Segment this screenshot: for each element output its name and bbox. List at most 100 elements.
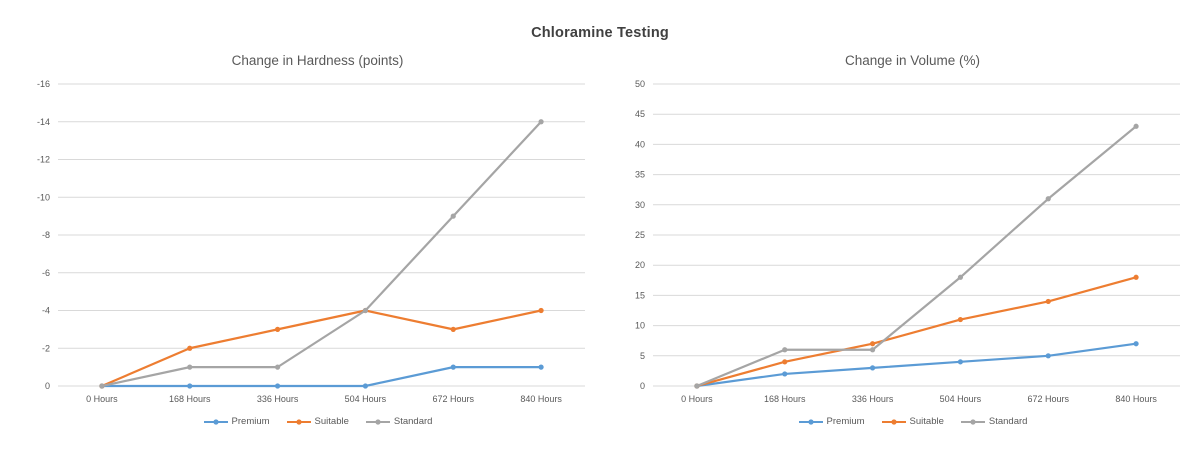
svg-text:30: 30: [635, 200, 645, 210]
legend-marker-suitable-icon: [881, 418, 906, 425]
series-line-standard: [694, 123, 1139, 389]
data-point-premium: [957, 359, 964, 365]
data-point-standard: [274, 364, 281, 370]
chart-hardness: Change in Hardness (points) 0 -2 -4 -6 -8 -10…: [10, 53, 595, 427]
svg-text:336 Hours: 336 Hours: [257, 394, 299, 404]
legend-item-standard: Standard: [365, 416, 433, 427]
legend-label-standard: Standard: [393, 416, 433, 427]
data-point-standard: [450, 213, 456, 219]
data-point-standard: [782, 347, 788, 353]
data-point-suitable: [1133, 274, 1139, 280]
data-point-suitable: [274, 326, 281, 332]
svg-text:0: 0: [640, 381, 645, 391]
data-point-suitable: [1045, 298, 1051, 305]
data-point-standard: [1045, 196, 1051, 202]
svg-text:-6: -6: [42, 268, 50, 278]
legend-marker-premium-icon: [798, 418, 823, 425]
data-point-standard: [187, 364, 193, 370]
svg-text:20: 20: [635, 260, 645, 270]
series-line-standard: [99, 119, 544, 389]
data-point-premium: [782, 371, 788, 377]
data-point-premium: [362, 383, 369, 389]
svg-text:0: 0: [45, 381, 50, 391]
data-point-premium: [1045, 353, 1051, 359]
page-title: Chloramine Testing: [531, 25, 669, 41]
legend-marker-premium-icon: [203, 418, 228, 425]
svg-text:168 Hours: 168 Hours: [764, 394, 806, 404]
svg-text:50: 50: [635, 79, 645, 89]
svg-text:336 Hours: 336 Hours: [852, 394, 894, 404]
svg-text:-4: -4: [42, 306, 50, 316]
data-point-premium: [450, 364, 456, 370]
svg-text:25: 25: [635, 230, 645, 240]
svg-text:10: 10: [635, 321, 645, 331]
svg-text:45: 45: [635, 109, 645, 119]
legend-label-premium: Premium: [826, 416, 865, 427]
data-point-suitable: [782, 359, 788, 365]
svg-text:35: 35: [635, 170, 645, 180]
data-point-premium: [1133, 341, 1139, 347]
data-point-standard: [99, 383, 105, 389]
svg-text:-10: -10: [37, 192, 50, 202]
data-point-suitable: [187, 345, 193, 351]
data-point-standard: [869, 347, 876, 353]
svg-text:840 Hours: 840 Hours: [1115, 394, 1157, 404]
data-point-suitable: [957, 316, 964, 323]
chart-canvas-hardness: 0 -2 -4 -6 -8 -10 -12 -14 -16 0 Hours 168 Hours 336…: [37, 79, 585, 404]
chart-title-hardness: Change in Hardness (points): [231, 53, 404, 68]
svg-text:504 Hours: 504 Hours: [345, 394, 387, 404]
chart-canvas-volume: 0 5 10 15 20 25 30 35 40 45 50 0 Hours 168 Hours 336 …: [635, 79, 1180, 404]
legend-item-premium: Premium: [203, 416, 270, 427]
data-point-suitable: [450, 326, 456, 332]
data-point-standard: [1133, 123, 1139, 129]
svg-text:840 Hours: 840 Hours: [520, 394, 562, 404]
svg-text:-14: -14: [37, 117, 50, 127]
y-tick-labels: 0 5 10 15 20 25 30 35 40 45 50: [635, 79, 645, 391]
svg-text:0 Hours: 0 Hours: [681, 394, 713, 404]
legend-label-suitable: Suitable: [314, 416, 349, 427]
data-point-premium: [274, 383, 281, 389]
chart-volume: Change in Volume (%) 0 5 10 15 20 25 30 35 40 45 5…: [605, 53, 1190, 427]
data-point-standard: [957, 274, 964, 280]
legend-label-premium: Premium: [231, 416, 270, 427]
data-point-suitable: [538, 307, 544, 314]
data-point-standard: [694, 383, 700, 389]
y-gridlines: [58, 83, 585, 387]
legend-item-suitable: Suitable: [881, 416, 944, 427]
legend-marker-suitable-icon: [286, 418, 311, 425]
svg-text:504 Hours: 504 Hours: [940, 394, 982, 404]
svg-text:-12: -12: [37, 155, 50, 165]
svg-text:15: 15: [635, 290, 645, 300]
legend-label-suitable: Suitable: [909, 416, 944, 427]
svg-text:40: 40: [635, 139, 645, 149]
legend-item-suitable: Suitable: [286, 416, 349, 427]
charts-row: Change in Hardness (points) 0 -2 -4 -6 -8 -10…: [0, 53, 1200, 427]
svg-text:672 Hours: 672 Hours: [1027, 394, 1069, 404]
y-gridlines: [653, 83, 1180, 387]
series-line-premium: [99, 364, 544, 389]
x-tick-labels: 0 Hours 168 Hours 336 Hours 504 Hours 672 Ho…: [681, 394, 1157, 404]
legend-item-standard: Standard: [960, 416, 1028, 427]
series-line-suitable: [694, 274, 1139, 389]
svg-text:0 Hours: 0 Hours: [86, 394, 118, 404]
legend-marker-standard-icon: [960, 418, 985, 425]
svg-text:-16: -16: [37, 79, 50, 89]
data-point-standard: [362, 307, 369, 314]
y-tick-labels: 0 -2 -4 -6 -8 -10 -12 -14 -16: [37, 79, 50, 391]
chart-title-volume: Change in Volume (%): [844, 53, 981, 68]
legend-label-standard: Standard: [988, 416, 1028, 427]
data-point-premium: [869, 365, 876, 371]
data-point-standard: [538, 119, 544, 125]
series-line-premium: [694, 341, 1139, 389]
legend-hardness: Premium Suitable Standard: [173, 416, 433, 427]
data-point-premium: [187, 383, 193, 389]
data-point-premium: [538, 364, 544, 370]
svg-text:672 Hours: 672 Hours: [432, 394, 474, 404]
svg-text:-8: -8: [42, 230, 50, 240]
svg-text:-2: -2: [42, 343, 50, 353]
legend-volume: Premium Suitable Standard: [768, 416, 1028, 427]
data-point-suitable: [869, 341, 876, 347]
legend-marker-standard-icon: [365, 418, 390, 425]
x-tick-labels: 0 Hours 168 Hours 336 Hours 504 Hours 672 Ho…: [86, 394, 562, 404]
